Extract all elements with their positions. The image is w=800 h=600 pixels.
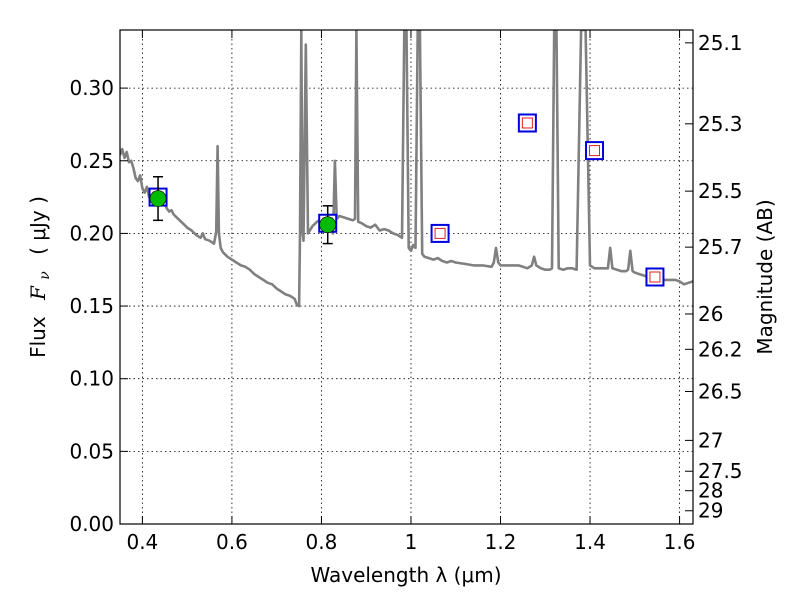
x-tick-label: 0.6 [216, 530, 248, 554]
mag-tick-label: 25.7 [698, 235, 743, 259]
y-tick-label: 0.10 [69, 367, 114, 391]
x-tick-label: 1.4 [574, 530, 606, 554]
y2-axis-title: Magnitude (AB) [753, 199, 777, 354]
mag-tick-label: 26.5 [698, 379, 743, 403]
y-tick-label: 0.25 [69, 149, 114, 173]
mag-tick-label: 27 [698, 428, 723, 452]
mag-tick-label: 29 [698, 499, 723, 523]
y-axis-title-unit: ( μJy ) [26, 196, 50, 255]
mag-tick-label: 28 [698, 479, 723, 503]
y-tick-label: 0.20 [69, 221, 114, 245]
mag-tick-label: 27.5 [698, 459, 743, 483]
y-axis-title-text: Flux [26, 316, 50, 358]
observed-point [149, 190, 167, 207]
x-tick-label: 1 [405, 530, 418, 554]
svg-text:Flux F ν ( μ: Flux F ν ( μJy ) [26, 196, 54, 358]
observed-point [319, 216, 337, 233]
model-photometry-marker [430, 223, 450, 243]
mag-tick-label: 25.1 [698, 31, 743, 55]
model-photometry-inner-marker [434, 227, 446, 239]
tick-labels: 0.4 0.6 0.8 1 1.2 1.4 1.6 0.00 0.05 0.10 0.15 0.20 0… [69, 31, 742, 554]
photometry-points [148, 113, 665, 287]
model-photometry-marker [585, 141, 605, 161]
x-axis-title: Wavelength λ (μm) [310, 563, 501, 587]
mag-tick-label: 25.3 [698, 112, 743, 136]
mag-tick-label: 26.2 [698, 337, 743, 361]
y-tick-label: 0.15 [69, 294, 114, 318]
model-photometry-marker [517, 113, 537, 133]
spectrum-line [120, 30, 693, 308]
x-tick-label: 0.8 [306, 530, 338, 554]
plot-frame [119, 29, 694, 525]
y-axis-title-symbol: F [26, 285, 50, 301]
model-photometry-inner-marker [521, 117, 533, 129]
model-photometry-marker [645, 267, 665, 287]
y-tick-label: 0.30 [69, 76, 114, 100]
y-axis-title: Flux F ν ( μJy ) [26, 196, 54, 358]
x-tick-label: 1.2 [485, 530, 517, 554]
mag-tick-label: 25.5 [698, 179, 743, 203]
x-tick-label: 0.4 [126, 530, 158, 554]
model-photometry-inner-marker [589, 145, 601, 157]
x-tick-label: 1.6 [664, 530, 696, 554]
y-axis-title-subscript: ν [37, 271, 53, 280]
axis-ticks [120, 30, 693, 525]
mag-tick-label: 26 [698, 302, 723, 326]
model-photometry-inner-marker [649, 271, 661, 283]
model-spectrum [120, 30, 693, 308]
y-tick-label: 0.05 [69, 439, 114, 463]
y-tick-label: 0.00 [69, 512, 114, 536]
